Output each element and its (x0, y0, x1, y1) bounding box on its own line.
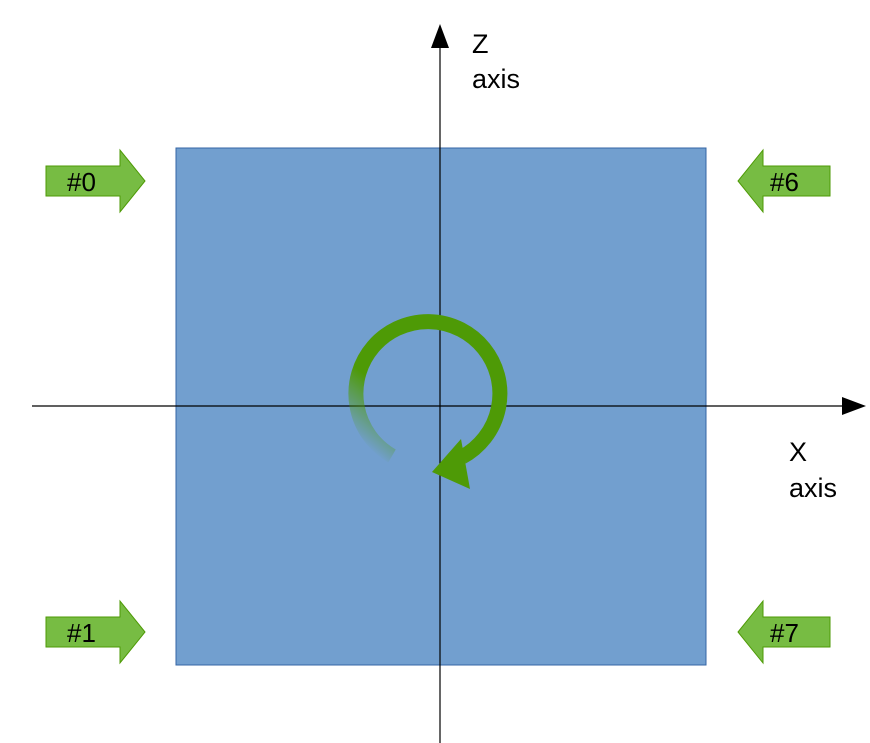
marker-7-arrow-shape (737, 599, 831, 665)
z-axis-label-line1: Z (472, 29, 489, 59)
marker-0-arrow-shape (45, 148, 146, 214)
marker-6-arrow-shape (737, 148, 831, 214)
marker-6-label: #6 (770, 167, 799, 197)
rotation-arrow-icon (348, 314, 508, 489)
x-axis-arrowhead (842, 397, 866, 415)
marker-1-label: #1 (67, 618, 96, 648)
z-axis-label-line2: axis (472, 64, 520, 94)
marker-0: #0 (45, 148, 146, 214)
rotation-arrowhead (432, 439, 470, 489)
marker-7: #7 (737, 599, 831, 665)
z-axis-arrowhead (431, 24, 449, 48)
marker-7-label: #7 (770, 618, 799, 648)
marker-6: #6 (737, 148, 831, 214)
marker-1-arrow-shape (45, 599, 146, 665)
rotation-arrow-arc (348, 314, 508, 464)
x-axis-label-line1: X (789, 437, 807, 467)
x-axis-label-line2: axis (789, 473, 837, 503)
marker-1: #1 (45, 599, 146, 665)
marker-0-label: #0 (67, 167, 96, 197)
